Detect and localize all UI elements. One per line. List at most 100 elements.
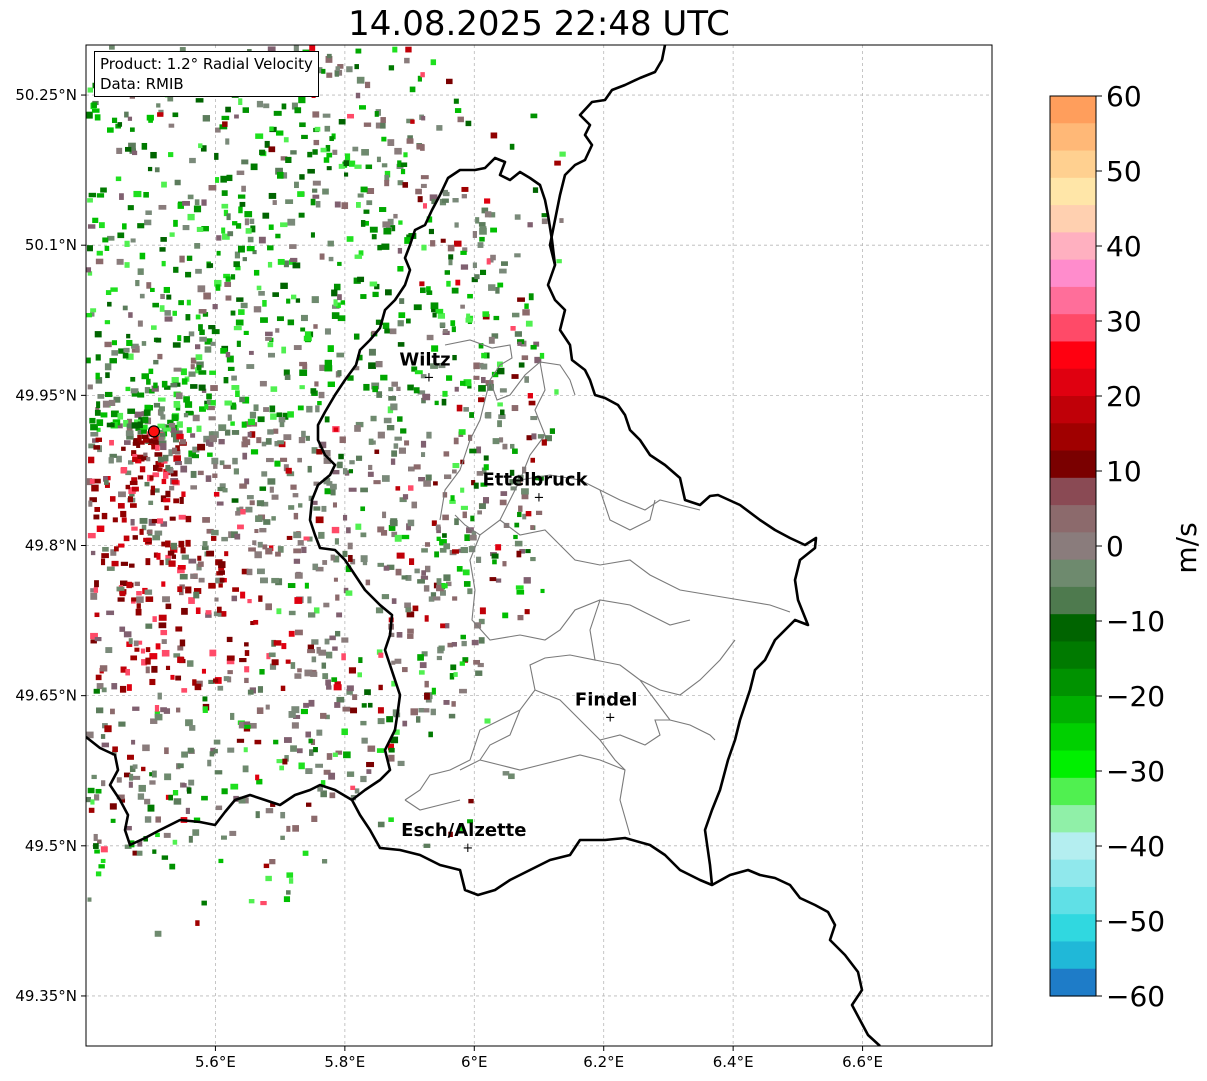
echo-pixel <box>412 605 419 612</box>
echo-pixel <box>138 417 143 423</box>
echo-pixel <box>382 322 390 329</box>
echo-pixel <box>188 558 197 564</box>
echo-pixel <box>388 395 397 401</box>
echo-pixel <box>431 198 436 205</box>
echo-pixel <box>185 719 193 727</box>
colorbar-tick-label: 0 <box>1106 530 1124 563</box>
echo-pixel <box>360 555 368 563</box>
echo-pixel <box>91 108 100 113</box>
echo-pixel <box>311 447 318 454</box>
echo-pixel <box>94 794 100 801</box>
echo-pixel <box>354 254 363 259</box>
echo-pixel <box>204 338 213 345</box>
echo-pixel <box>148 438 154 444</box>
echo-pixel <box>157 353 163 360</box>
echo-pixel <box>368 362 376 369</box>
echo-pixel <box>317 400 322 406</box>
echo-pixel <box>137 429 143 435</box>
echo-pixel <box>146 114 154 121</box>
echo-pixel <box>263 407 269 412</box>
echo-pixel <box>441 583 448 589</box>
echo-pixel <box>167 550 175 556</box>
echo-pixel <box>126 333 131 339</box>
echo-pixel <box>147 804 155 812</box>
echo-pixel <box>313 324 318 329</box>
echo-pixel <box>230 274 236 280</box>
echo-pixel <box>354 164 362 169</box>
echo-pixel <box>271 639 276 647</box>
echo-pixel <box>402 720 408 727</box>
echo-pixel <box>157 112 164 117</box>
echo-pixel <box>387 743 395 751</box>
echo-pixel <box>420 440 427 448</box>
echo-pixel <box>261 471 268 477</box>
echo-pixel <box>325 651 333 659</box>
echo-pixel <box>367 702 373 708</box>
echo-pixel <box>161 541 166 547</box>
echo-pixel <box>366 188 375 195</box>
echo-pixel <box>162 454 169 462</box>
echo-pixel <box>432 312 437 318</box>
echo-pixel <box>252 249 257 255</box>
echo-pixel <box>132 706 140 711</box>
echo-pixel <box>206 263 214 268</box>
echo-pixel <box>93 843 99 849</box>
echo-pixel <box>455 279 461 286</box>
echo-pixel <box>268 224 274 230</box>
echo-pixel <box>423 480 431 487</box>
echo-pixel <box>518 362 525 368</box>
echo-pixel <box>153 382 158 389</box>
echo-pixel <box>195 344 201 350</box>
echo-pixel <box>245 228 252 234</box>
echo-pixel <box>451 287 459 294</box>
echo-pixel <box>241 159 249 165</box>
echo-pixel <box>435 524 441 531</box>
echo-pixel <box>439 322 446 327</box>
echo-pixel <box>442 492 448 498</box>
echo-pixel <box>214 597 219 602</box>
echo-pixel <box>380 529 388 536</box>
echo-pixel <box>424 565 431 573</box>
echo-pixel <box>173 219 178 227</box>
echo-pixel <box>125 146 132 152</box>
echo-pixel <box>96 683 104 690</box>
echo-pixel <box>369 226 378 233</box>
echo-pixel <box>307 168 315 174</box>
echo-pixel <box>511 374 519 379</box>
echo-pixel <box>326 685 332 690</box>
echo-pixel <box>211 431 219 438</box>
echo-pixel <box>152 302 159 308</box>
y-tick-label: 49.8°N <box>25 537 77 555</box>
echo-pixel <box>240 302 248 309</box>
echo-pixel <box>199 329 205 335</box>
echo-pixel <box>254 739 262 745</box>
echo-pixel <box>417 579 425 584</box>
echo-pixel <box>350 707 358 714</box>
echo-pixel <box>477 510 483 515</box>
echo-pixel <box>275 233 281 239</box>
echo-pixel <box>113 396 121 403</box>
echo-pixel <box>481 467 487 475</box>
colorbar-tick-label: 20 <box>1106 380 1142 413</box>
echo-pixel <box>301 430 306 438</box>
echo-pixel <box>141 659 148 666</box>
echo-pixel <box>522 513 527 520</box>
echo-pixel <box>301 546 307 554</box>
echo-pixel <box>201 388 207 393</box>
echo-pixel <box>471 277 478 283</box>
echo-pixel <box>145 210 152 215</box>
echo-pixel <box>247 689 254 695</box>
echo-pixel <box>100 412 108 418</box>
echo-pixel <box>177 656 184 663</box>
echo-pixel <box>355 455 363 461</box>
colorbar-tick-label: −30 <box>1106 755 1165 788</box>
echo-pixel <box>541 218 548 225</box>
echo-pixel <box>492 438 500 445</box>
echo-pixel <box>420 72 425 78</box>
echo-pixel <box>350 785 356 791</box>
echo-pixel <box>219 577 225 583</box>
echo-pixel <box>356 202 361 208</box>
echo-pixel <box>410 708 419 716</box>
echo-pixel <box>300 708 308 715</box>
echo-pixel <box>293 714 301 719</box>
